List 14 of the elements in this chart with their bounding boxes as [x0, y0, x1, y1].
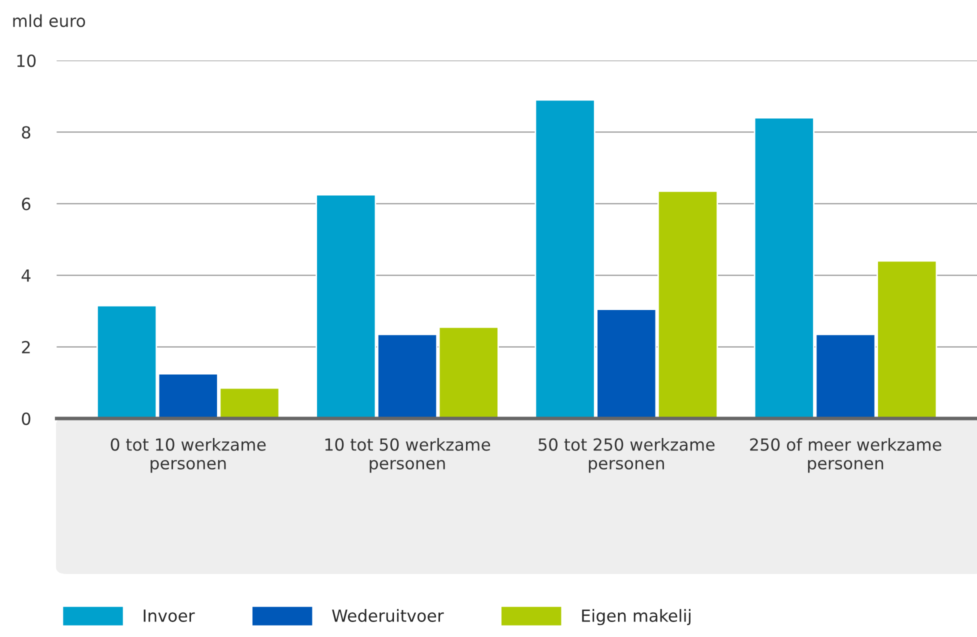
- legend-label: Wederuitvoer: [332, 609, 444, 622]
- y-tick-label: 0: [22, 412, 30, 426]
- x-tick-label: 10 tot 50 werkzame personen: [325, 438, 490, 473]
- x-tick-label: 250 of meer werkzame personen: [750, 438, 942, 473]
- y-axis-title: mld euro: [13, 14, 86, 28]
- x-tick-label: 0 tot 10 werkzame personen: [110, 438, 266, 473]
- y-tick-label: 10: [17, 54, 36, 68]
- y-tick-label: 8: [22, 126, 30, 139]
- y-tick-label: 2: [22, 340, 30, 354]
- legend-label: Invoer: [144, 610, 195, 622]
- y-tick-label: 4: [22, 269, 30, 282]
- x-tick-label: 50 tot 250 werkzame personen: [538, 438, 715, 473]
- y-tick-label: 6: [22, 198, 30, 210]
- legend-label: Eigen makelij: [582, 609, 690, 626]
